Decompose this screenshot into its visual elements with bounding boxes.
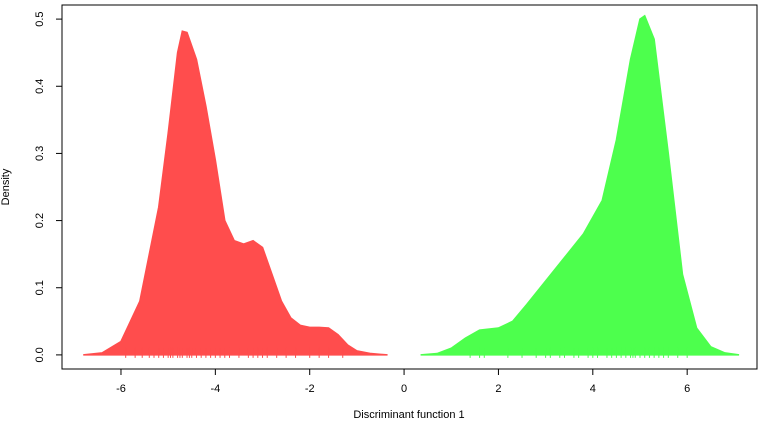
y-tick-label: 0.4 (34, 79, 46, 94)
plot-frame (61, 4, 758, 370)
x-tick-label: 0 (401, 383, 407, 395)
x-tick-label: -4 (210, 383, 220, 395)
density-area (420, 14, 740, 356)
x-axis-label: Discriminant function 1 (353, 409, 464, 421)
x-tick-label: 4 (590, 383, 596, 395)
x-tick-label: -6 (116, 383, 126, 395)
x-tick-label: 6 (684, 383, 690, 395)
y-tick-label: 0.1 (34, 280, 46, 295)
density-area (83, 30, 388, 356)
y-tick-label: 0.2 (34, 213, 46, 228)
x-tick-label: -2 (305, 383, 315, 395)
y-tick-label: 0.0 (34, 347, 46, 362)
y-tick-label: 0.5 (34, 11, 46, 26)
y-tick-label: 0.3 (34, 146, 46, 161)
y-axis-label: Density (0, 168, 12, 205)
x-tick-label: 2 (495, 383, 501, 395)
